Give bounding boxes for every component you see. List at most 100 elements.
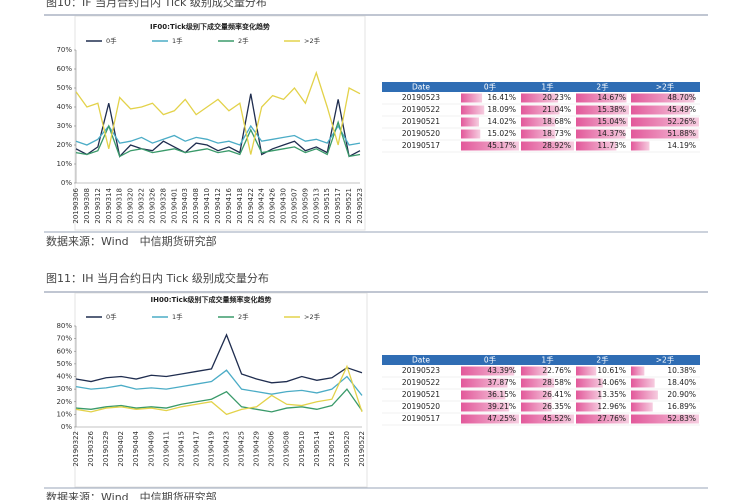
table-cell: 10.61% bbox=[597, 366, 626, 375]
table-cell: 52.26% bbox=[667, 117, 696, 126]
data-bar bbox=[576, 390, 602, 400]
x-tick-label: 20190409 bbox=[147, 431, 155, 467]
data-bar bbox=[461, 378, 508, 388]
data-bar bbox=[461, 402, 510, 412]
table-cell: 18.40% bbox=[667, 378, 696, 387]
data-bar bbox=[576, 93, 627, 103]
data-bar bbox=[521, 390, 552, 400]
y-tick-label: 20% bbox=[56, 398, 72, 406]
table-cell: 14.67% bbox=[597, 93, 626, 102]
data-bar bbox=[521, 129, 556, 139]
legend-label: 2手 bbox=[238, 36, 249, 45]
table-cell: 20.90% bbox=[667, 390, 696, 399]
x-tick-label: 20190423 bbox=[223, 431, 231, 467]
table-cell: 16.41% bbox=[487, 93, 516, 102]
x-tick-label: 20190410 bbox=[203, 188, 211, 224]
x-tick-label: 20190422 bbox=[247, 188, 255, 224]
x-tick-label: 20190521 bbox=[345, 188, 353, 224]
x-tick-label: 20190322 bbox=[138, 188, 146, 224]
x-tick-label: 20190429 bbox=[253, 431, 261, 467]
chart-title: IH00:Tick级别下成交量频率变化趋势 bbox=[151, 295, 272, 304]
table-cell: 20190517 bbox=[402, 141, 440, 150]
data-bar bbox=[631, 414, 699, 424]
data-bar bbox=[461, 129, 481, 139]
data-bar bbox=[521, 414, 574, 424]
table-cell: 20190520 bbox=[402, 129, 440, 138]
table-cell: 11.73% bbox=[597, 141, 626, 150]
table-cell: 20190523 bbox=[402, 93, 440, 102]
data-bar bbox=[631, 402, 653, 412]
legend-label: >2手 bbox=[304, 312, 321, 321]
data-bar bbox=[576, 141, 617, 151]
x-tick-label: 20190412 bbox=[214, 188, 222, 224]
y-tick-label: 40% bbox=[56, 373, 72, 381]
data-bar bbox=[521, 141, 574, 151]
x-tick-label: 20190424 bbox=[258, 187, 266, 223]
series-line bbox=[75, 364, 363, 416]
table-cell: 47.25% bbox=[487, 414, 516, 423]
data-bar bbox=[461, 414, 519, 424]
x-tick-label: 20190318 bbox=[116, 188, 124, 224]
x-tick-label: 20190509 bbox=[301, 188, 309, 224]
data-bar bbox=[461, 117, 480, 127]
chart-title: IF00:Tick级别下成交量频率变化趋势 bbox=[150, 22, 270, 31]
x-tick-label: 20190507 bbox=[290, 188, 298, 224]
data-bar bbox=[631, 93, 695, 103]
legend-label: 1手 bbox=[172, 36, 183, 45]
legend-label: >2手 bbox=[304, 36, 321, 45]
data-bar bbox=[631, 129, 699, 139]
legend-label: 1手 bbox=[172, 312, 183, 321]
x-tick-label: 20190426 bbox=[269, 187, 277, 223]
x-tick-label: 20190520 bbox=[343, 431, 351, 467]
x-tick-label: 20190320 bbox=[127, 188, 135, 224]
y-tick-label: 80% bbox=[56, 322, 72, 330]
figure-caption: 图10：IF 当月合约日内 Tick 级别成交量分布 bbox=[46, 0, 267, 9]
table-header-bg bbox=[382, 82, 700, 92]
x-tick-label: 20190418 bbox=[236, 188, 244, 224]
data-bar bbox=[521, 378, 555, 388]
x-tick-label: 20190402 bbox=[117, 431, 125, 467]
x-tick-label: 20190411 bbox=[162, 431, 170, 467]
x-tick-label: 20190514 bbox=[313, 430, 321, 466]
data-bar bbox=[631, 378, 655, 388]
table-header: 1手 bbox=[541, 82, 554, 92]
table-cell: 18.73% bbox=[542, 129, 571, 138]
y-tick-label: 0% bbox=[61, 179, 72, 187]
table-cell: 15.38% bbox=[597, 105, 626, 114]
x-tick-label: 20190425 bbox=[238, 431, 246, 467]
series-line bbox=[75, 120, 361, 158]
table-cell: 28.92% bbox=[542, 141, 571, 150]
table-header: Date bbox=[412, 83, 430, 92]
data-bar bbox=[631, 105, 691, 115]
table-cell: 39.21% bbox=[487, 402, 516, 411]
y-tick-label: 60% bbox=[56, 65, 72, 73]
data-bar bbox=[576, 366, 597, 376]
chart-panel bbox=[74, 292, 368, 488]
table-cell: 15.04% bbox=[597, 117, 626, 126]
data-bar bbox=[576, 414, 629, 424]
table-cell: 52.83% bbox=[667, 414, 696, 423]
table-cell: 20190522 bbox=[402, 378, 440, 387]
x-tick-label: 20190314 bbox=[105, 187, 113, 223]
table-cell: 18.68% bbox=[542, 117, 571, 126]
x-tick-label: 20190401 bbox=[170, 188, 178, 224]
table-cell: 18.09% bbox=[487, 105, 516, 114]
table-cell: 45.17% bbox=[487, 141, 516, 150]
table-cell: 20190521 bbox=[402, 117, 440, 126]
x-tick-label: 20190326 bbox=[87, 430, 95, 466]
x-tick-label: 20190508 bbox=[283, 431, 291, 467]
table-cell: 51.88% bbox=[667, 129, 696, 138]
figure-source: 数据来源：Wind 中信期货研究部 bbox=[46, 234, 217, 248]
y-tick-label: 70% bbox=[56, 335, 72, 343]
table-header: 2手 bbox=[596, 355, 609, 365]
table-cell: 10.38% bbox=[667, 366, 696, 375]
chart-panel bbox=[74, 15, 366, 231]
table-cell: 20190517 bbox=[402, 414, 440, 423]
x-tick-label: 20190523 bbox=[356, 188, 364, 224]
x-tick-label: 20190419 bbox=[207, 431, 215, 467]
series-line bbox=[75, 388, 363, 413]
series-line bbox=[75, 70, 361, 155]
x-tick-label: 20190404 bbox=[132, 430, 140, 466]
y-tick-label: 30% bbox=[56, 122, 72, 130]
